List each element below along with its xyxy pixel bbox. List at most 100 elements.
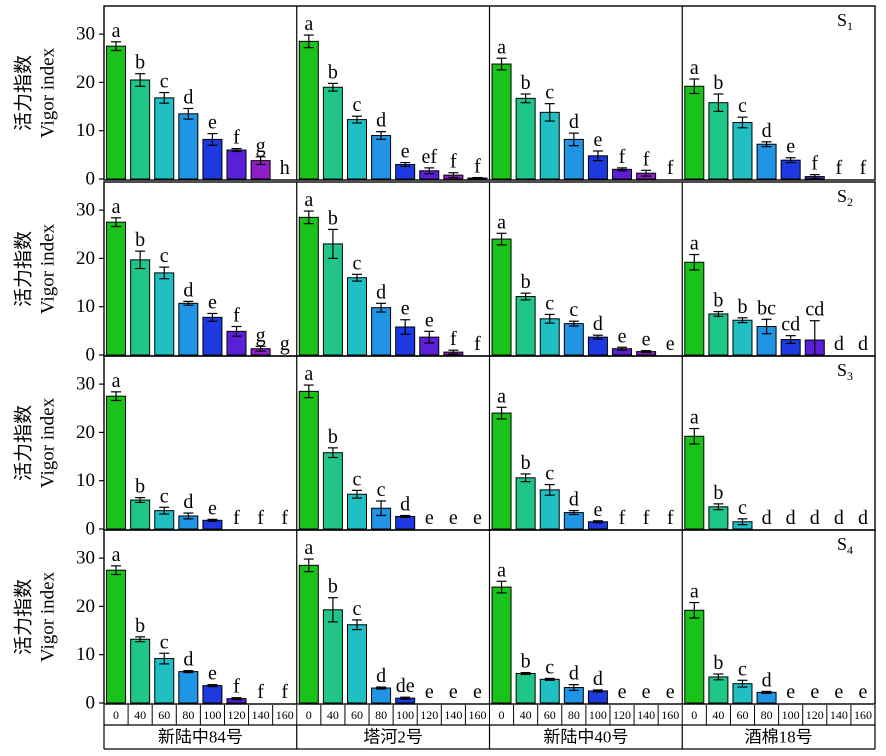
bar [106, 395, 127, 530]
bar [106, 45, 127, 180]
y-axis-title-cn: 活力指数 [13, 55, 35, 131]
significance-letter: a [497, 36, 506, 58]
significance-letter: e [425, 507, 434, 529]
panel-tag-letter: S [837, 186, 847, 206]
bar [563, 323, 584, 356]
significance-letter: b [521, 271, 531, 293]
bar [539, 111, 560, 180]
significance-letter: a [690, 581, 699, 603]
cultivar-label: 酒棉18号 [745, 728, 813, 747]
significance-letter: d [810, 507, 820, 529]
significance-letter: d [183, 86, 193, 108]
significance-letter: b [521, 72, 531, 94]
significance-letter: c [160, 245, 169, 267]
significance-letter: d [183, 649, 193, 671]
panel-tag-subscript: 2 [847, 195, 853, 209]
significance-letter: f [233, 127, 240, 149]
cultivar-label: 新陆中40号 [543, 728, 628, 747]
x-tick-label: 140 [637, 708, 655, 722]
bar [515, 97, 536, 180]
bar [708, 313, 729, 356]
bar [732, 319, 753, 356]
significance-letter: c [569, 299, 578, 321]
significance-letter: e [593, 129, 602, 151]
y-tick-label: 10 [76, 470, 95, 491]
significance-letter: e [642, 681, 651, 703]
bar [371, 135, 392, 180]
cultivar-label: 塔河2号 [363, 728, 423, 747]
bar [684, 85, 705, 180]
y-axis-title-cn: 活力指数 [13, 579, 35, 655]
significance-letter: a [497, 559, 506, 581]
significance-letter: g [256, 135, 266, 157]
bar [756, 143, 777, 180]
bar [298, 390, 319, 530]
significance-letter: f [233, 507, 240, 529]
significance-letter: c [160, 71, 169, 93]
significance-letter: d [569, 489, 579, 511]
significance-letter: a [690, 407, 699, 429]
x-tick-label: 60 [351, 708, 363, 722]
x-tick-label: 60 [544, 708, 556, 722]
panel-tag-letter: S [837, 360, 847, 380]
significance-letter: g [256, 324, 266, 346]
bar [346, 624, 367, 704]
significance-letter: h [280, 157, 290, 179]
y-tick-label: 20 [76, 72, 95, 93]
y-tick-label: 0 [86, 169, 96, 190]
bar [346, 493, 367, 530]
significance-letter: f [643, 507, 650, 529]
y-tick-label: 0 [86, 693, 96, 714]
bar [684, 261, 705, 356]
significance-letter: d [376, 665, 386, 687]
significance-letter: d [183, 279, 193, 301]
x-tick-label: 140 [252, 708, 270, 722]
panel-tag-letter: S [837, 534, 847, 554]
significance-letter: b [521, 651, 531, 673]
significance-letter: f [474, 156, 481, 178]
significance-letter: d [376, 281, 386, 303]
significance-letter: d [593, 668, 603, 690]
significance-letter: f [257, 681, 264, 703]
x-tick-label: 100 [589, 708, 607, 722]
significance-letter: b [328, 426, 338, 448]
significance-letter: d [183, 491, 193, 513]
significance-letter: e [208, 497, 217, 519]
significance-letter: d [858, 333, 868, 355]
significance-letter: e [786, 681, 795, 703]
significance-letter: d [762, 669, 772, 691]
significance-letter: e [208, 663, 217, 685]
significance-letter: f [281, 507, 288, 529]
significance-letter: f [667, 157, 674, 179]
panel-tag: S1 [837, 10, 853, 33]
significance-letter: a [497, 211, 506, 233]
significance-letter: g [280, 333, 290, 355]
y-tick-label: 0 [86, 345, 96, 366]
significance-letter: a [690, 233, 699, 255]
x-tick-label: 0 [691, 708, 697, 722]
y-tick-label: 10 [76, 644, 95, 665]
bar [684, 609, 705, 704]
panel-tag: S4 [837, 534, 853, 557]
y-tick-label: 0 [86, 519, 96, 540]
bar [130, 259, 151, 356]
y-axis-title: 活力指数 Vigor index [13, 47, 59, 138]
significance-letter: f [619, 146, 626, 168]
bar [708, 102, 729, 180]
bar [371, 687, 392, 704]
significance-letter: f [474, 333, 481, 355]
significance-letter: e [401, 298, 410, 320]
x-tick-label: 80 [182, 708, 194, 722]
significance-letter: e [449, 681, 458, 703]
bar [515, 673, 536, 704]
significance-letter: c [160, 485, 169, 507]
bar [130, 79, 151, 180]
y-axis-title-cn: 活力指数 [13, 405, 35, 481]
significance-letter: d [762, 507, 772, 529]
significance-letter: b [135, 476, 145, 498]
significance-letter: a [304, 363, 313, 385]
significance-letter: de [396, 675, 415, 697]
bar [178, 302, 199, 356]
